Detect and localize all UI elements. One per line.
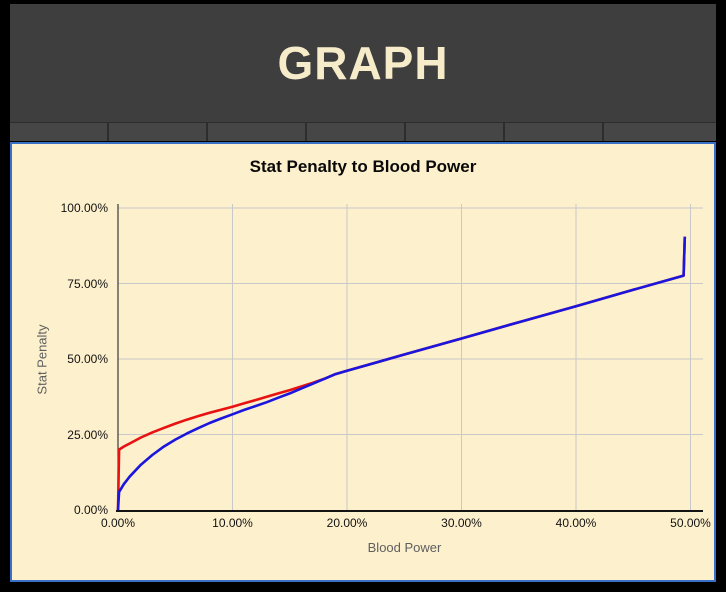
- tab-cell[interactable]: [208, 123, 307, 141]
- page-title: GRAPH: [277, 37, 449, 89]
- tab-cell[interactable]: [109, 123, 208, 141]
- chart-title: Stat Penalty to Blood Power: [249, 157, 477, 176]
- x-tick-label: 40.00%: [555, 516, 597, 530]
- x-tick-label: 50.00%: [670, 516, 711, 530]
- x-tick-label: 30.00%: [441, 516, 482, 530]
- series-red-penalty-curve: [116, 236, 687, 511]
- chart-panel: Stat Penalty to Blood Power Blood Power …: [10, 142, 716, 582]
- x-axis-title: Blood Power: [367, 540, 442, 555]
- x-tick-label: 0.00%: [100, 516, 136, 530]
- y-tick-label: 75.00%: [67, 276, 108, 291]
- tab-cell[interactable]: [10, 123, 109, 141]
- tab-cell[interactable]: [307, 123, 406, 141]
- plot-area: Blood Power Stat Penalty 0.00% 10.00% 20.0…: [12, 144, 714, 580]
- tab-cell[interactable]: [604, 123, 716, 141]
- tab-cell[interactable]: [406, 123, 505, 141]
- header-title-area: GRAPH: [10, 4, 716, 122]
- y-tick-label: 50.00%: [67, 352, 108, 366]
- y-tick-label: 0.00%: [73, 503, 108, 517]
- series-blue-penalty-curve: [116, 236, 687, 511]
- y-tick-label: 100.00%: [60, 201, 108, 215]
- x-tick-label: 10.00%: [212, 516, 253, 530]
- tab-cell[interactable]: [505, 123, 604, 141]
- x-tick-label: 20.00%: [326, 516, 368, 530]
- header: GRAPH: [10, 4, 716, 141]
- tab-strip: [10, 122, 716, 141]
- y-tick-label: 25.00%: [67, 427, 108, 442]
